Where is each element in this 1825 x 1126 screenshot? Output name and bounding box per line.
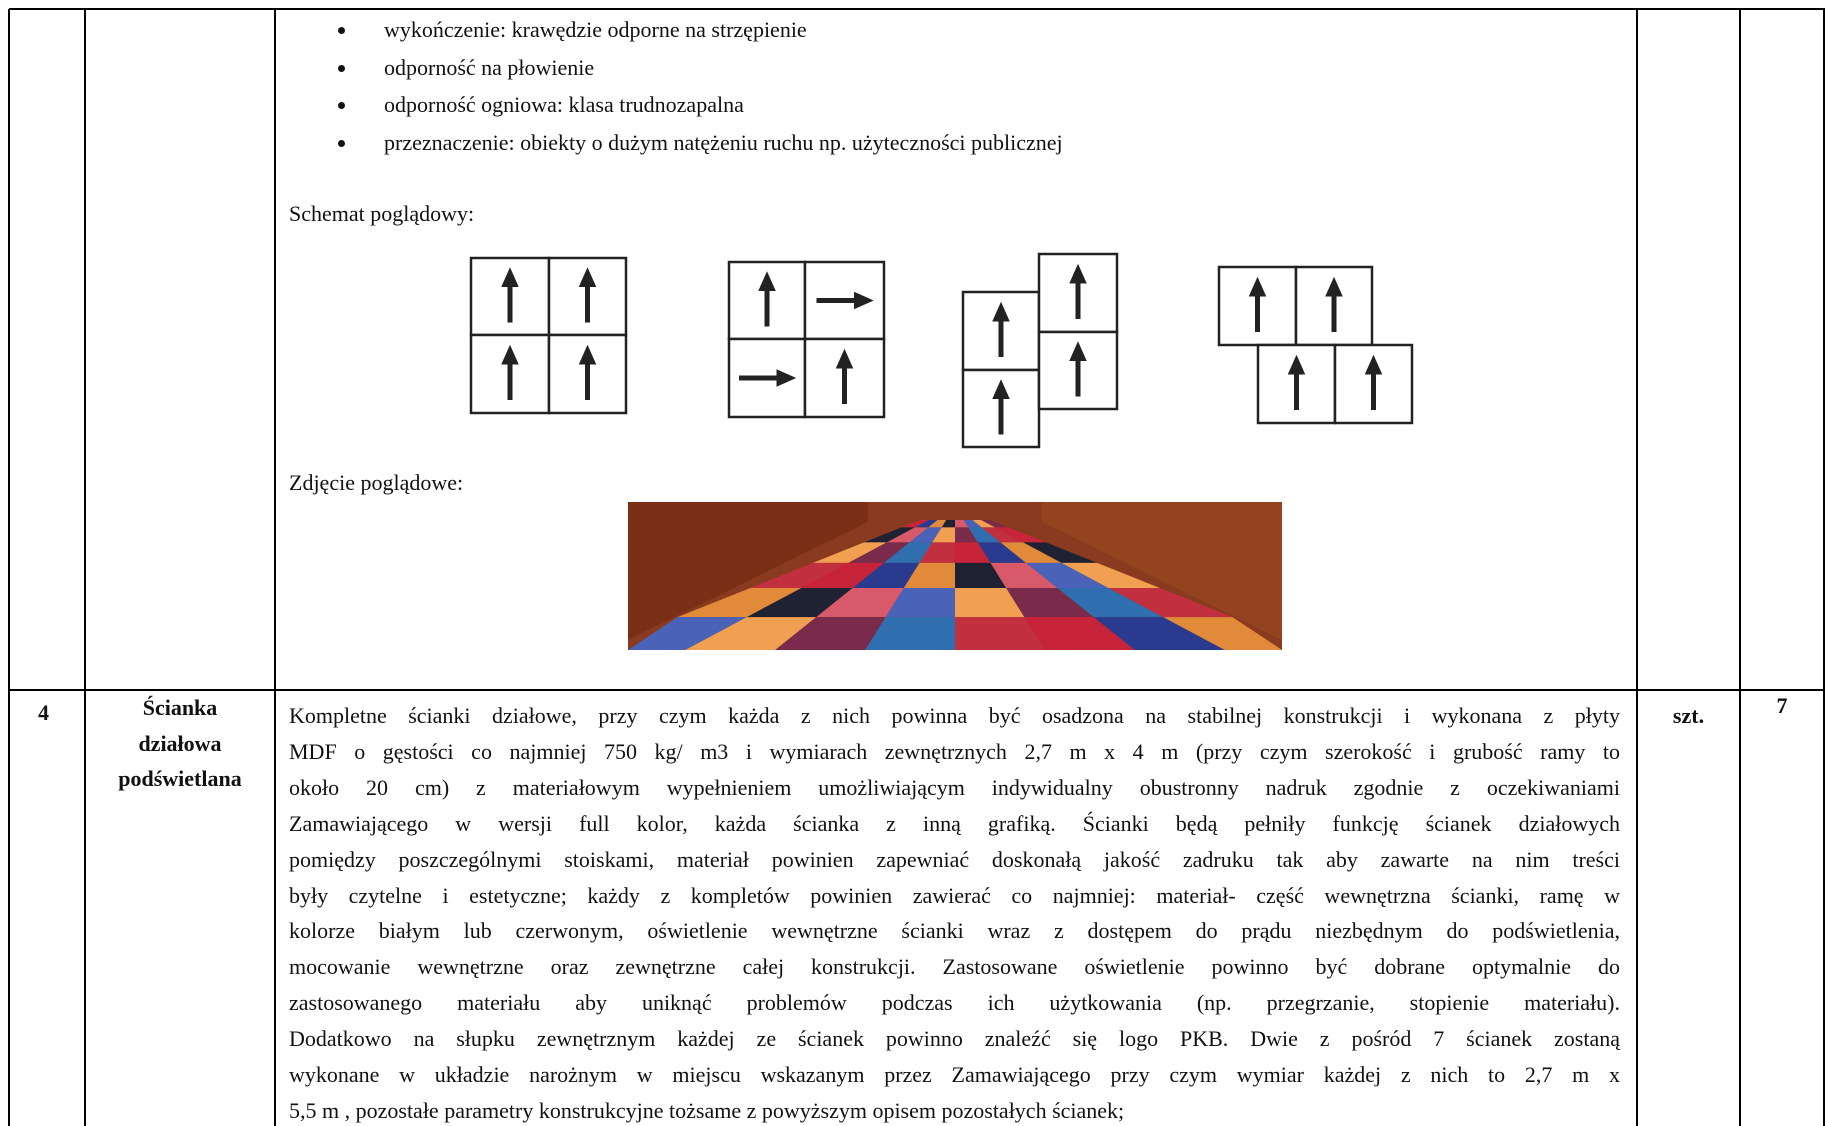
- photo-tile: [901, 520, 929, 528]
- description-line: Dodatkowo na słupku zewnętrznym każdej z…: [289, 1026, 1620, 1052]
- photo-tile: [955, 562, 1007, 588]
- arrow-head: [835, 348, 854, 369]
- photo-tile: [685, 617, 817, 650]
- photo-tile: [750, 562, 849, 588]
- row-number: 4: [38, 700, 49, 725]
- description-line: wykonane w układzie narożnym w miejscu w…: [289, 1062, 1620, 1087]
- photo-tile: [812, 542, 887, 563]
- photo-tile: [963, 520, 982, 528]
- photo-tile: [909, 527, 942, 543]
- bullet-dot: [338, 139, 345, 147]
- photo-tile: [1023, 542, 1098, 563]
- photo-tile: [1061, 562, 1160, 588]
- arrow-head: [1069, 341, 1087, 361]
- schema-diagrams: [469, 252, 1414, 449]
- photo-tile: [903, 562, 955, 588]
- bullet-text: odporność ogniowa: klasa trudnozapalna: [384, 92, 744, 117]
- photo: [628, 502, 1282, 650]
- photo-tile: [955, 527, 978, 543]
- photo-tile: [919, 542, 955, 563]
- arrow-head: [854, 291, 874, 310]
- description-line: pomiędzy poszczególnymi stoiskami, mater…: [289, 846, 1620, 872]
- table-lines: [8, 8, 1825, 1126]
- photo-tile: [801, 562, 884, 588]
- photo-tile: [628, 617, 747, 650]
- photo-tile: [1093, 617, 1225, 650]
- photo-tile: [1026, 562, 1109, 588]
- photo-tile: [865, 617, 955, 650]
- photo-tile: [995, 527, 1046, 543]
- photo-tile: [914, 520, 938, 528]
- photo-tile: [981, 520, 1009, 528]
- photo-wall: [628, 502, 868, 640]
- schema-label: Schemat poglądowy:: [289, 201, 475, 226]
- photo-tile: [1024, 617, 1135, 650]
- photo-tile: [955, 542, 991, 563]
- photo-tile: [955, 520, 969, 528]
- photo-tile: [864, 527, 915, 543]
- photo-tile: [941, 520, 955, 528]
- arrow-head: [1248, 276, 1267, 297]
- photo-tile: [775, 617, 886, 650]
- bullet-text: wykończenie: krawędzie odporne na strzęp…: [384, 17, 807, 42]
- arrow-head: [992, 301, 1010, 322]
- photo-tile: [932, 527, 955, 543]
- arrow-head: [1069, 263, 1087, 284]
- photo-label: Zdjęcie poglądowe:: [289, 470, 464, 495]
- description-line: mocowanie wewnętrzne oraz zewnętrzne cał…: [289, 954, 1620, 980]
- photo-tile: [977, 542, 1027, 563]
- arrow-head: [501, 344, 519, 365]
- photo-tile: [972, 520, 996, 528]
- photo-tile: [1006, 587, 1094, 618]
- quantity: 7: [1776, 693, 1788, 718]
- bullet-text: odporność na płowienie: [384, 54, 595, 80]
- arrow-head: [758, 271, 776, 291]
- bullet-text: przeznaczenie: obiekty o dużym natężeniu…: [384, 129, 1063, 155]
- photo-tile: [1057, 587, 1164, 618]
- description-line: kolorze białym lub czerwonym, oświetleni…: [289, 918, 1620, 944]
- description-line: zastosowanego materiału aby uniknąć prob…: [289, 990, 1620, 1016]
- photo-tile: [928, 520, 947, 528]
- arrow-head: [1325, 276, 1343, 297]
- bullet-dot: [338, 102, 345, 109]
- item-name: Ścianka: [142, 695, 218, 720]
- arrow-head: [992, 379, 1010, 399]
- photo-wall: [1042, 502, 1282, 640]
- description-line: 5,5 m , pozostałe parametry konstrukcyjn…: [289, 1097, 1125, 1123]
- photo-tile: [981, 527, 1024, 543]
- arrow-head: [578, 344, 597, 365]
- description-line: Zamawiającego w wersji full kolor, każda…: [289, 810, 1620, 836]
- photo-tile: [746, 587, 853, 618]
- photo-tile: [848, 542, 910, 563]
- item-name: podświetlana: [118, 766, 242, 791]
- photo-tile: [885, 587, 955, 618]
- photo-tile: [883, 542, 933, 563]
- item-name: działowa: [138, 731, 222, 756]
- photo-tile: [1000, 542, 1062, 563]
- arrow-head: [776, 369, 797, 387]
- photo-tile: [1108, 587, 1233, 618]
- photo-tile: [955, 587, 1025, 618]
- photo-tile: [968, 527, 1001, 543]
- description-line: Kompletne ścianki działowe, przy czym ka…: [289, 703, 1620, 728]
- description-line: około 20 cm) z materiałowym wypełnieniem…: [289, 774, 1620, 800]
- description-line: były czytelne i estetyczne; każdy z komp…: [289, 882, 1620, 908]
- unit: szt.: [1672, 703, 1705, 728]
- arrow-head: [578, 267, 597, 287]
- photo-tile: [852, 562, 920, 588]
- photo-tile: [816, 587, 904, 618]
- photo-tile: [886, 527, 929, 543]
- bullet-dot: [338, 64, 345, 72]
- description-line: MDF o gęstości co najmniej 750 kg/ m3 i …: [289, 738, 1620, 764]
- bullet-dot: [338, 27, 345, 34]
- photo-tile: [1163, 617, 1282, 650]
- arrow-head: [1364, 354, 1383, 375]
- arrow-head: [501, 267, 519, 287]
- photo-tile: [990, 562, 1058, 588]
- arrow-head: [1287, 354, 1306, 375]
- photo-tile: [955, 617, 1045, 650]
- photo-tile: [677, 587, 802, 618]
